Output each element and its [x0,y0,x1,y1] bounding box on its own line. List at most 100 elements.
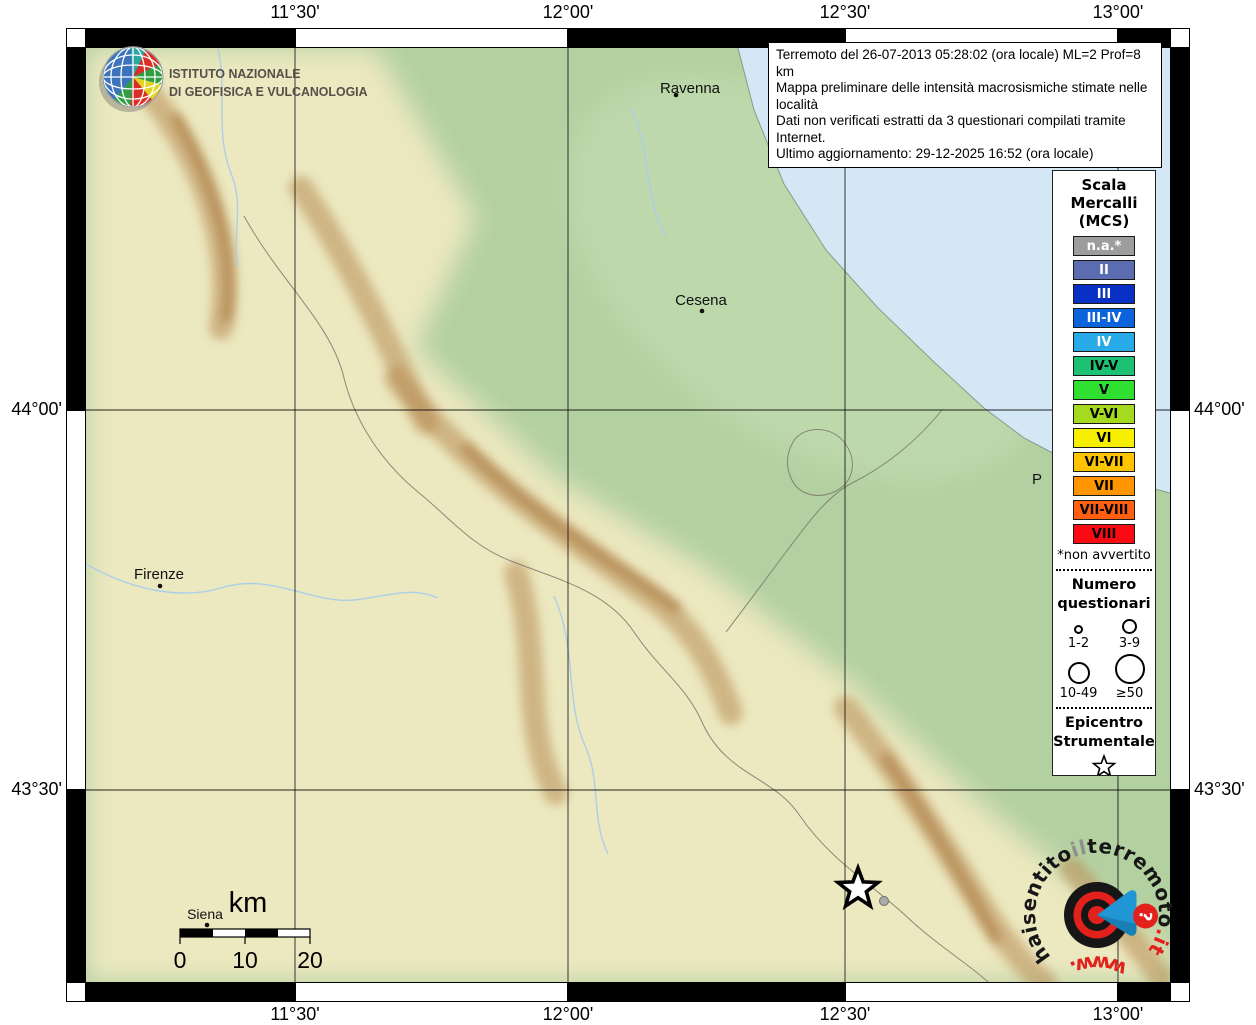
questionnaire-class-4: ≥50 [1104,654,1155,701]
frame-corner [1170,982,1190,1002]
map-canvas: Ravenna Cesena Firenze Siena P km 0 10 2… [86,48,1170,982]
circle-size-4-icon [1114,654,1145,684]
scale-tick-10: 10 [232,947,258,973]
questionnaire-title-line2: questionari [1057,596,1151,612]
legend-swatch-vii-viii: VII-VIII [1073,500,1135,520]
legend-swatch-vi-vii: VI-VII [1073,452,1135,472]
legend-footnote: *non avvertito [1057,548,1151,563]
questionnaire-class-1-label: 1-2 [1067,636,1090,651]
frame-segment [86,982,295,1002]
frame-corner [66,982,86,1002]
frame-segment [1170,410,1190,790]
epicenter-title-line1: Epicentro [1064,715,1144,731]
circle-size-3-icon [1067,662,1090,684]
legend-swatch-viii: VIII [1073,524,1135,544]
axis-label-bottom-1300: 13°00' [1092,1004,1144,1024]
circle-size-2-icon [1122,619,1137,634]
san-marino-border [786,429,853,496]
legend-title: Scala Mercalli (MCS) [1053,176,1155,230]
frame-segment [1170,48,1190,410]
questionnaire-class-2-label: 3-9 [1118,636,1141,651]
ingv-name-line1: ISTITUTO NAZIONALE [169,66,301,81]
city-label-firenze: Firenze [134,566,184,583]
frame-segment [568,982,845,1002]
scale-tick-0: 0 [174,947,187,973]
frame-corner [1170,28,1190,48]
frame-segment [86,28,295,48]
epicenter-star-legend-icon [1091,754,1117,775]
questionnaire-locality-marker [879,896,889,906]
frame-segment [66,790,86,982]
info-line-event: Terremoto del 26-07-2013 05:28:02 (ora l… [776,47,1141,79]
rivers [86,48,667,855]
event-info-box: Terremoto del 26-07-2013 05:28:02 (ora l… [768,42,1162,168]
scale-bar-unit: km [229,887,268,919]
legend-swatch-vii: VII [1073,476,1135,496]
city-label-pesaro-partial: P [1032,471,1042,488]
watermark-www-text: www. [1066,951,1130,982]
legend-divider [1056,707,1152,709]
axis-label-right-4400: 44°00' [1194,399,1245,419]
city-marker-firenze [157,583,163,589]
legend-swatch-vi: VI [1073,428,1135,448]
frame-segment [295,982,568,1002]
city-marker-ravenna [673,92,679,98]
frame-segment [845,982,1118,1002]
epicenter-legend-title: Epicentro Strumentale [1053,714,1155,752]
info-line-data: Dati non verificati estratti da 3 questi… [776,113,1126,145]
legend-swatch-v-vi: V-VI [1073,404,1135,424]
watermark-it: .it [1144,926,1177,960]
legend-title-line2: Mercalli [1070,194,1138,212]
frame-corner [66,28,86,48]
axis-label-left-4400: 44°00' [11,399,62,419]
epicenter-star-icon [833,862,883,911]
legend-title-line1: Scala [1081,176,1127,194]
legend-swatch-iii-iv: III-IV [1073,308,1135,328]
legend-panel: Scala Mercalli (MCS) n.a.* II III III-IV IV I… [1052,170,1156,776]
questionnaire-class-4-label: ≥50 [1115,686,1144,701]
question-icon: ? [1133,903,1158,929]
axis-label-bottom-1130: 11°30' [270,1004,320,1024]
axis-label-top-1230: 12°30' [819,2,871,22]
circle-size-1-icon [1074,625,1083,634]
info-line-map: Mappa preliminare delle intensità macros… [776,80,1148,112]
city-marker-siena [204,922,210,928]
graticule [86,48,1170,982]
city-label-ravenna: Ravenna [660,80,721,97]
legend-title-line3: (MCS) [1078,212,1130,230]
city-label-siena: Siena [187,906,223,922]
info-line-update: Ultimo aggiornamento: 29-12-2025 16:52 (… [776,146,1094,161]
questionnaire-class-3-label: 10-49 [1059,686,1098,701]
scale-tick-20: 20 [297,947,323,973]
frame-segment [66,410,86,790]
frame-segment [295,28,568,48]
scale-bar: km 0 10 20 [174,887,323,973]
legend-swatch-iv-v: IV-V [1073,356,1135,376]
megaphone-shadow [1097,915,1137,936]
questionnaire-size-legend: 1-2 3-9 10-49 ≥50 [1053,619,1155,701]
questionnaire-class-2: 3-9 [1104,619,1155,651]
axis-label-bottom-1200: 12°00' [542,1004,594,1024]
city-label-cesena: Cesena [675,292,727,309]
questionnaire-class-3: 10-49 [1053,654,1104,701]
svg-text:?: ? [1134,909,1155,922]
frame-segment [1118,982,1170,1002]
legend-swatch-v: V [1073,380,1135,400]
axis-label-bottom-1230: 12°30' [819,1004,871,1024]
ingv-name-line2: DI GEOFISICA E VULCANOLOGIA [169,84,368,99]
legend-swatch-n.a.*: n.a.* [1073,236,1135,256]
watermark-www: www. [1066,951,1130,982]
axis-label-top-1130: 11°30' [270,2,320,22]
epicenter-title-line2: Strumentale [1053,734,1155,750]
questionnaire-title-line1: Numero [1071,577,1137,593]
legend-swatch-iii: III [1073,284,1135,304]
axis-label-right-4330: 43°30' [1194,779,1245,799]
axis-label-top-1300: 13°00' [1092,2,1144,22]
frame-segment [66,48,86,410]
legend-swatch-ii: II [1073,260,1135,280]
axis-label-top-1200: 12°00' [542,2,594,22]
legend-swatch-iv: IV [1073,332,1135,352]
ingv-globe-icon [99,46,164,112]
legend-scale-list: n.a.* II III III-IV IV IV-V V V-VI VI VI-VII VII VI… [1053,236,1155,544]
